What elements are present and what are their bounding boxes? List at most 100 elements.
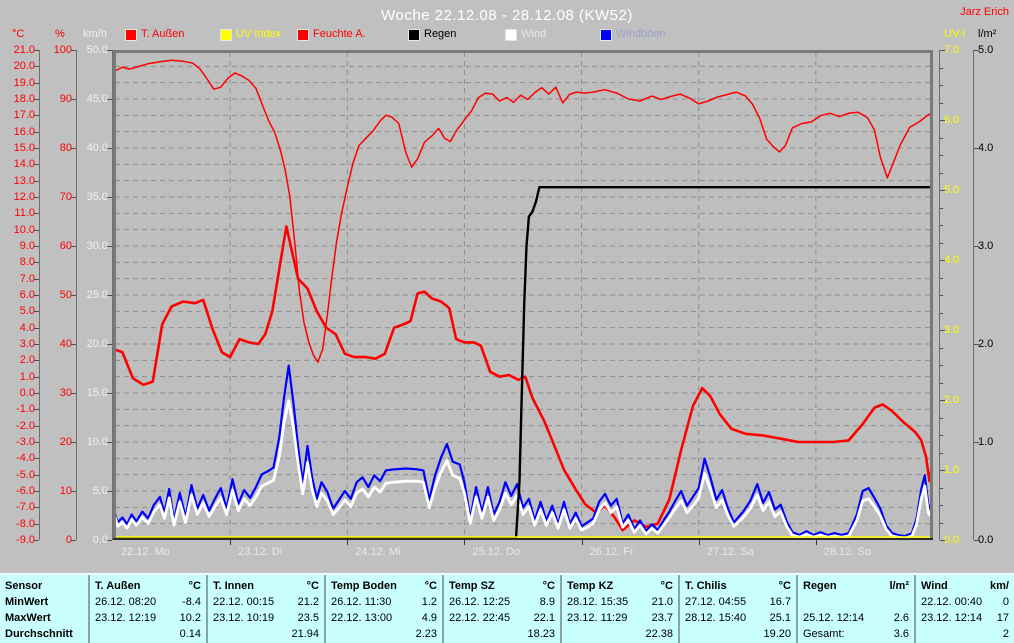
axis-minor-tick-mark	[940, 225, 943, 226]
table-row-label: MinWert	[0, 594, 88, 610]
axis-tick-label: 1.0	[978, 436, 994, 448]
x-axis-tick-mark	[230, 540, 232, 545]
axis-tick-mark	[71, 344, 76, 345]
axis-tick-mark	[34, 262, 39, 264]
table-row: Temp SZ °C	[444, 578, 560, 594]
max-value: 25.1	[769, 612, 791, 624]
axis-tick-mark	[940, 540, 945, 541]
table-row: 26.12. 11:30 1.2	[326, 594, 442, 610]
axis-tick-mark	[107, 50, 112, 51]
table-row: Wind km/	[916, 578, 1014, 594]
x-axis-day-label: 25.12. Do	[472, 546, 521, 558]
sensor-name: Temp SZ	[449, 580, 495, 592]
axis-tick-label: -4.0	[16, 452, 35, 465]
avg-value: 21.94	[291, 628, 319, 640]
x-axis-day-label: 24.12. Mi	[355, 546, 401, 558]
sensor-unit: °C	[778, 580, 791, 592]
axis-tick-label: 30.0	[86, 240, 108, 252]
x-axis-tick-mark	[464, 540, 466, 545]
axis-tick-label: 5.0	[944, 184, 960, 196]
table-row: 27.12. 04:55 16.7	[680, 594, 796, 610]
axis-unit-label: °C	[12, 28, 25, 40]
table-sensor-column: Temp SZ °C 26.12. 12:25 8.9 22.12. 22:45 22.1…	[442, 575, 560, 643]
axis-minor-tick-mark	[940, 417, 943, 419]
axis-tick-mark	[34, 295, 39, 296]
axis-minor-tick-mark	[940, 312, 943, 314]
axis-minor-tick-mark	[940, 242, 943, 244]
user-watermark: Jarz Erich	[960, 6, 1009, 18]
x-axis-tick-mark	[815, 540, 817, 545]
min-value: 1.2	[421, 596, 437, 608]
table-row: 25.12. 12:14 2.6	[798, 610, 914, 626]
table-row: T. Chilis °C	[680, 578, 796, 594]
series-line-windb-en	[113, 364, 933, 538]
axis-tick-label: 2.0	[19, 354, 35, 367]
axis-tick-mark	[71, 540, 76, 541]
axis-tick-mark	[34, 278, 39, 280]
table-row: 26.12. 12:25 8.9	[444, 594, 560, 610]
table-row-label: Durchschnitt	[0, 626, 88, 642]
min-value: 8.9	[539, 596, 555, 608]
page-title: Woche 22.12.08 - 28.12.08 (KW52)	[381, 7, 633, 24]
axis-tick-mark	[107, 491, 112, 492]
axis-tick-mark	[34, 409, 39, 411]
table-row: Temp Boden °C	[326, 578, 442, 594]
legend-swatch-icon	[297, 29, 309, 41]
avg-label: Gesamt:	[803, 628, 845, 640]
x-axis-day-label: 22.12. Mo	[121, 546, 170, 558]
axis-tick-mark	[107, 148, 112, 149]
axis-tick-mark	[107, 344, 112, 345]
axis-tick-label: 6.0	[19, 289, 35, 301]
axis-tick-label: 5.0	[978, 44, 994, 56]
sensor-unit: °C	[306, 580, 319, 592]
x-axis-day-label: 26.12. Fr	[589, 546, 634, 558]
axis-tick-label: 50.0	[86, 44, 108, 56]
axis-tick-label: 19.0	[13, 76, 35, 89]
sensor-name: Temp Boden	[331, 580, 397, 592]
axis-tick-mark	[34, 246, 39, 247]
series-line-wind	[113, 399, 933, 540]
axis-tick-mark	[107, 99, 112, 100]
sensor-name: Wind	[921, 580, 948, 592]
axis-tick-mark	[974, 50, 979, 51]
axis-minor-tick-mark	[940, 487, 943, 489]
axis-tick-label: 90	[59, 93, 72, 105]
legend-swatch-icon	[125, 29, 137, 41]
legend-swatch-icon	[600, 29, 612, 41]
axis-tick-label: 15.0	[86, 387, 108, 399]
x-axis-tick-mark	[581, 540, 583, 545]
axis-tick-label: 80	[59, 142, 72, 154]
axis-tick-mark	[71, 491, 76, 492]
axis-tick-mark	[107, 295, 112, 296]
table-row: 2	[916, 626, 1014, 642]
axis-tick-label: 8.0	[19, 256, 35, 269]
axis-tick-mark	[71, 393, 76, 394]
axis-tick-mark	[34, 458, 39, 460]
axis-tick-label: 13.0	[13, 174, 35, 187]
axis-tick-mark	[71, 295, 76, 296]
axis-tick-label: 21.0	[13, 44, 35, 56]
table-row: Gesamt: 3.6	[798, 626, 914, 642]
min-timestamp: 26.12. 11:30	[331, 596, 392, 608]
axis-tick-label: 60	[59, 240, 72, 252]
axis-tick-mark	[34, 491, 39, 492]
axis-tick-label: 40	[59, 338, 72, 350]
axis-tick-mark	[34, 393, 39, 394]
axis-tick-mark	[34, 180, 39, 182]
axis-tick-mark	[34, 327, 39, 329]
series-line-feuchte-a-	[113, 59, 933, 363]
table-row: Temp KZ °C	[562, 578, 678, 594]
axis-minor-tick-mark	[940, 137, 943, 139]
table-sensor-column: Temp KZ °C 28.12. 15:35 21.0 23.12. 11:29 23.…	[560, 575, 678, 643]
min-value: 16.7	[769, 596, 791, 608]
axis-tick-label: 1.0	[944, 464, 960, 476]
max-timestamp: 23.12. 12:14	[921, 612, 983, 624]
sensor-unit: km/	[990, 580, 1009, 592]
axis-tick-label: 0.0	[944, 534, 960, 546]
axis-tick-mark	[34, 523, 39, 525]
table-sensor-column: Wind km/22.12. 00:40 0 23.12. 12:14 17 2	[914, 575, 1014, 643]
axis-tick-label: 2.0	[944, 394, 960, 406]
sensor-unit: °C	[660, 580, 673, 592]
axis-tick-mark	[34, 376, 39, 378]
axis-tick-label: 0.0	[19, 387, 35, 399]
